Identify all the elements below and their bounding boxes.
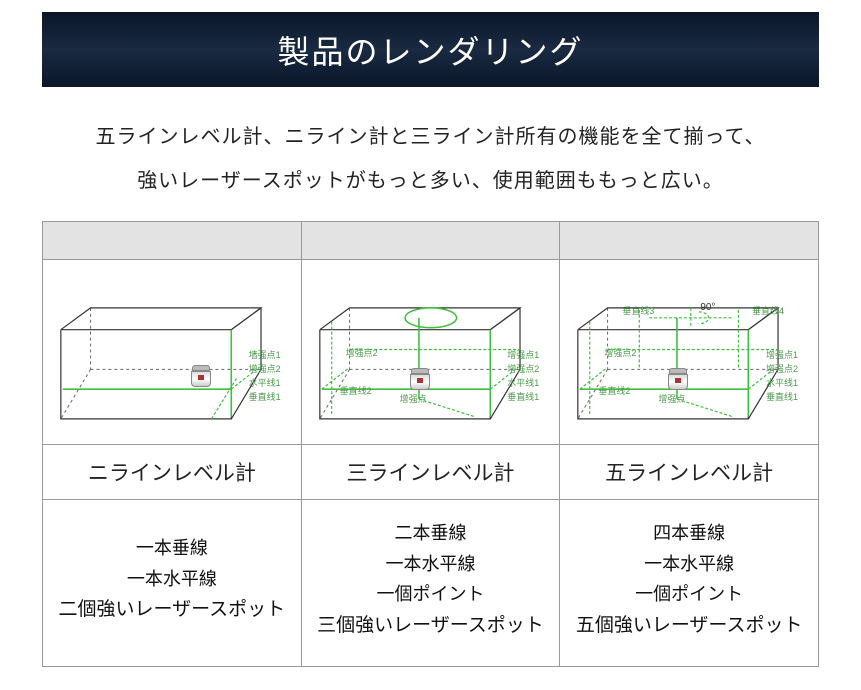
spec-cell: 一本垂線 一本水平線 二個強いレーザースポット <box>43 500 302 667</box>
label-cell: 三ラインレベル計 <box>301 445 560 500</box>
spec-line: 一個ポイント <box>564 579 814 610</box>
description-line-2: 強いレーザースポットがもっと多い、使用範囲ももっと広い。 <box>137 170 724 192</box>
spec-line: 三個強いレーザースポット <box>306 610 556 642</box>
label-cell: 五ラインレベル計 <box>560 445 819 500</box>
anno-hline1: 水平线1 <box>249 376 281 389</box>
anno-enh1: 增强点1 <box>766 348 798 361</box>
diagram-cell-2line: 墙强点1 增强点2 水平线1 垂直线1 <box>43 260 302 445</box>
spec-line: 五個強いレーザースポット <box>564 610 814 642</box>
diagram-2line: 墙强点1 增强点2 水平线1 垂直线1 <box>43 260 301 444</box>
description-line-1: 五ラインレベル計、ニライン計と三ライン計所有の機能を全て揃って、 <box>96 126 766 148</box>
diagram-cell-3line: 增强点2 垂直线2 增强点 增强点1 增强点2 水平线1 垂直线1 <box>301 260 560 445</box>
anno-enh1: 墙强点1 <box>249 348 281 361</box>
table-spec-row: 一本垂線 一本水平線 二個強いレーザースポット 二本垂線 一本水平線 一個ポイン… <box>43 500 819 667</box>
anno-vline3: 垂直线3 <box>622 304 654 317</box>
table-header-cell <box>560 222 819 260</box>
anno-enh2: 增强点2 <box>766 362 798 375</box>
spec-line: 一本水平線 <box>564 549 814 580</box>
angle-label: 90° <box>700 302 715 313</box>
comparison-table: 墙强点1 增强点2 水平线1 垂直线1 <box>42 221 819 667</box>
device-icon <box>191 365 211 391</box>
spec-cell: 二本垂線 一本水平線 一個ポイント 三個強いレーザースポット <box>301 500 560 667</box>
anno-enh-pt: 增强点 <box>658 392 685 405</box>
spec-line: 一個ポイント <box>306 579 556 610</box>
banner: 製品のレンダリング <box>42 12 819 87</box>
anno-enh-left: 增强点2 <box>346 346 378 359</box>
anno-vline1: 垂直线1 <box>249 390 281 403</box>
table-diagram-row: 墙强点1 增强点2 水平线1 垂直线1 <box>43 260 819 445</box>
anno-vline2: 垂直线2 <box>340 384 372 397</box>
spec-line: 一本水平線 <box>47 564 297 595</box>
anno-enh1: 增强点1 <box>507 348 539 361</box>
table-header-cell <box>43 222 302 260</box>
anno-vline1: 垂直线1 <box>766 390 798 403</box>
banner-title: 製品のレンダリング <box>277 27 583 73</box>
spec-line: 一本水平線 <box>306 549 556 580</box>
spec-cell: 四本垂線 一本水平線 一個ポイント 五個強いレーザースポット <box>560 500 819 667</box>
diagram-5line: 90° 垂直线3 垂直线4 增强点2 垂直线2 增强点 增强点1 增强点2 水平… <box>560 260 818 444</box>
anno-enh2: 增强点2 <box>507 362 539 375</box>
spec-line: 二本垂線 <box>306 518 556 549</box>
spec-line: 一本垂線 <box>47 533 297 564</box>
anno-vline1: 垂直线1 <box>507 390 539 403</box>
diagram-cell-5line: 90° 垂直线3 垂直线4 增强点2 垂直线2 增强点 增强点1 增强点2 水平… <box>560 260 819 445</box>
spec-line: 四本垂線 <box>564 518 814 549</box>
anno-vline2: 垂直线2 <box>598 384 630 397</box>
anno-enh-left: 增强点2 <box>604 346 636 359</box>
table-label-row: ニラインレベル計 三ラインレベル計 五ラインレベル計 <box>43 445 819 500</box>
diagram-3line: 增强点2 垂直线2 增强点 增强点1 增强点2 水平线1 垂直线1 <box>302 260 560 444</box>
label-cell: ニラインレベル計 <box>43 445 302 500</box>
anno-enh2: 增强点2 <box>249 362 281 375</box>
anno-enh-pt: 增强点 <box>400 392 427 405</box>
spec-line: 二個強いレーザースポット <box>47 594 297 626</box>
table-header-row <box>43 222 819 260</box>
anno-hline1: 水平线1 <box>507 376 539 389</box>
device-icon <box>668 368 688 394</box>
description-block: 五ラインレベル計、ニライン計と三ライン計所有の機能を全て揃って、 強いレーザース… <box>40 115 821 203</box>
table-header-cell <box>301 222 560 260</box>
anno-vline4: 垂直线4 <box>752 304 784 317</box>
device-icon <box>410 368 430 394</box>
anno-hline1: 水平线1 <box>766 376 798 389</box>
